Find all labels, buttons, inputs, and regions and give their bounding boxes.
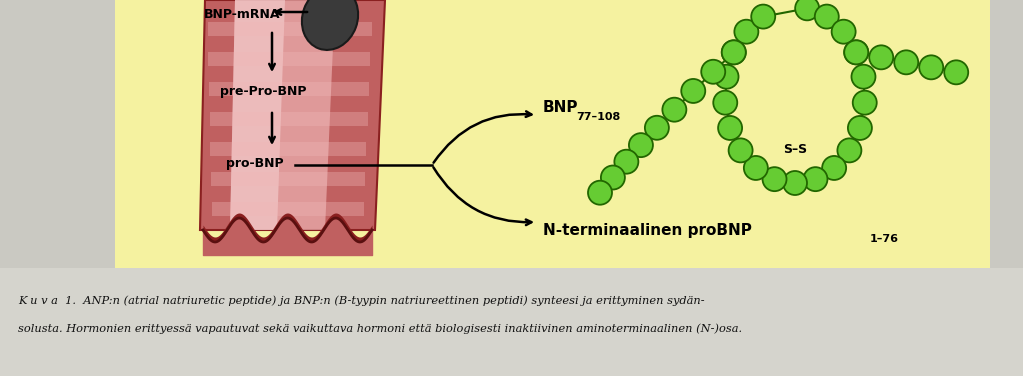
Bar — [209, 52, 370, 66]
Circle shape — [713, 91, 738, 115]
Circle shape — [795, 0, 819, 20]
Circle shape — [832, 20, 855, 44]
Circle shape — [844, 40, 869, 64]
Text: solusta. Hormonien erittyessä vapautuvat sekä vaikuttava hormoni että biologises: solusta. Hormonien erittyessä vapautuvat… — [18, 323, 742, 334]
Circle shape — [751, 5, 775, 29]
Text: 1–76: 1–76 — [870, 234, 899, 244]
Circle shape — [814, 5, 839, 29]
Circle shape — [588, 181, 612, 205]
Bar — [210, 112, 368, 126]
Circle shape — [722, 40, 746, 64]
Text: S–S: S–S — [783, 143, 807, 156]
Circle shape — [615, 150, 638, 174]
Circle shape — [803, 167, 828, 191]
Circle shape — [844, 40, 869, 64]
Text: BNP: BNP — [543, 100, 578, 115]
Bar — [209, 82, 369, 96]
Circle shape — [848, 116, 872, 140]
Bar — [211, 142, 366, 156]
Bar — [208, 22, 371, 36]
Text: N-terminaalinen proBNP: N-terminaalinen proBNP — [543, 223, 752, 238]
Circle shape — [629, 133, 653, 157]
Circle shape — [853, 91, 877, 115]
Circle shape — [870, 45, 893, 69]
Text: 77–108: 77–108 — [576, 112, 620, 122]
Text: K u v a  1.  ANP:n (atrial natriuretic peptide) ja BNP:n (B-tyypin natriureettin: K u v a 1. ANP:n (atrial natriuretic pep… — [18, 295, 705, 306]
Circle shape — [838, 138, 861, 162]
Circle shape — [744, 156, 768, 180]
Circle shape — [735, 20, 758, 44]
Circle shape — [662, 98, 686, 122]
Circle shape — [728, 138, 753, 162]
Polygon shape — [230, 0, 285, 230]
Circle shape — [783, 171, 807, 195]
Ellipse shape — [302, 0, 358, 50]
Circle shape — [701, 60, 725, 84]
Bar — [211, 172, 365, 186]
Circle shape — [894, 50, 919, 74]
Circle shape — [681, 79, 705, 103]
Text: BNP-mRNA: BNP-mRNA — [204, 8, 280, 21]
Polygon shape — [230, 0, 335, 230]
Circle shape — [851, 65, 876, 89]
Circle shape — [944, 60, 968, 84]
Polygon shape — [201, 0, 385, 230]
Bar — [115, 0, 990, 268]
Circle shape — [718, 116, 742, 140]
Circle shape — [722, 40, 746, 64]
Bar — [212, 202, 364, 216]
Bar — [0, 268, 1023, 376]
Circle shape — [762, 167, 787, 191]
Text: pre-Pro-BNP: pre-Pro-BNP — [220, 85, 306, 98]
Circle shape — [644, 116, 669, 140]
Circle shape — [920, 55, 943, 79]
Circle shape — [601, 165, 625, 190]
Text: pro-BNP: pro-BNP — [226, 157, 283, 170]
Circle shape — [822, 156, 846, 180]
Circle shape — [714, 65, 739, 89]
